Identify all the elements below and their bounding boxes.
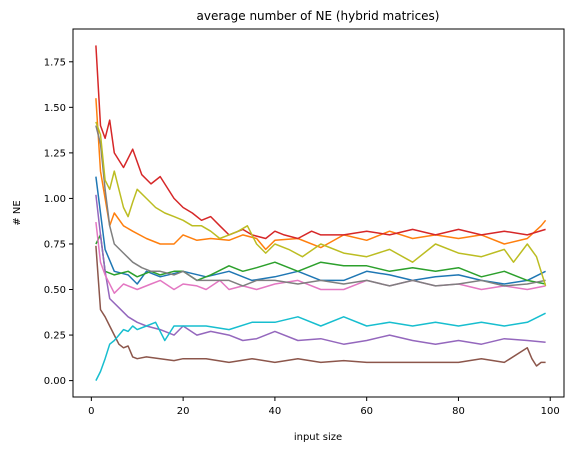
x-tick-label: 60: [360, 406, 373, 417]
y-axis-title: # NE: [12, 200, 23, 225]
y-tick-label: 0.00: [44, 376, 66, 387]
y-tick-label: 1.25: [44, 148, 66, 159]
y-tick-label: 1.75: [44, 57, 66, 68]
x-tick-label: 100: [541, 406, 560, 417]
series-line-9: [95, 121, 547, 287]
series-line-3: [95, 234, 546, 285]
series-line-6: [95, 245, 546, 367]
plot-area: [95, 45, 547, 381]
series-line-5: [95, 194, 546, 345]
x-axis: 0 20 40 60 80 100: [88, 397, 560, 417]
y-tick-label: 1.50: [44, 103, 66, 114]
y-axis: 0.00 0.25 0.50 0.75 1.00 1.25 1.50 1.75: [44, 57, 73, 387]
x-tick-label: 40: [269, 406, 282, 417]
series-line-2: [95, 98, 547, 251]
y-tick-label: 1.00: [44, 194, 66, 205]
y-tick-label: 0.25: [44, 331, 66, 342]
series-line-10: [95, 312, 546, 381]
series-line-1: [95, 176, 546, 285]
x-tick-label: 80: [452, 406, 465, 417]
y-tick-label: 0.50: [44, 285, 66, 296]
series-line-8: [95, 125, 546, 287]
y-tick-label: 0.75: [44, 239, 66, 250]
x-axis-title: input size: [294, 432, 342, 443]
series-line-4: [95, 45, 546, 240]
x-tick-label: 20: [177, 406, 190, 417]
x-tick-label: 0: [88, 406, 94, 417]
plot-frame: [72, 28, 565, 398]
chart-title: average number of NE (hybrid matrices): [197, 9, 440, 23]
